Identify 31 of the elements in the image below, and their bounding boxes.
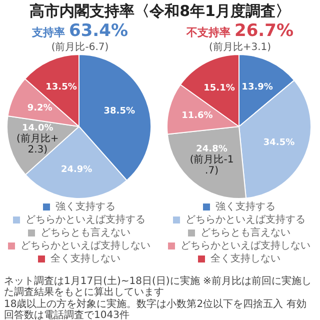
data-label: 13.9% [242,82,273,93]
data-label: 11.6% [182,110,213,121]
legend-label: 全く支持しない [50,252,120,265]
legend-label: 全く支持しない [210,252,280,265]
text: (前月比-6.7) [50,42,110,53]
text: 高市内閣支持率〈令和8年1月度調査〉 [28,1,292,22]
chart-subtitle: 26.7% [234,21,294,41]
text: (前月比-1.7) [190,154,234,177]
text: 18歳以上の方を対象に実施。数字は小数第2位以下を四捨五入 有効回答数は電話調査で1043件 [3,298,308,320]
legend-label: 強く支持する [56,200,116,213]
legend-label: どちらとも言えない [40,226,130,239]
legend-label: どちらかといえば支持しない [20,240,150,252]
data-label: 24.8% [196,144,228,154]
data-label: 9.2% [27,104,52,114]
text: ネット調査は1月17日(土)~18日(日)に実施 ※前月比は前回に実施した調査結果をもとに算出しています [3,275,312,298]
legend-label: どちらとも言えない [200,226,290,239]
data-label: 15.1% [204,83,235,94]
legend-label: 強く支持する [216,200,276,213]
data-label: 14.0% [22,123,54,134]
data-label: 34.5% [263,138,295,148]
legend-label: どちらかといえば支持しない [180,240,310,252]
legend-label: どちらかといえば支持する [186,214,306,226]
text: (前月比+3.1) [208,42,272,53]
legend-label: どちらかといえば支持する [26,214,146,226]
chart-title: 不支持率 [186,25,230,41]
data-label: 24.9% [60,164,92,175]
chart-title: 支持率 [32,25,65,41]
text: (前月比+2.3) [16,134,59,156]
chart-subtitle: 63.4% [69,21,128,41]
data-label: 38.5% [104,106,136,117]
data-label: 13.5% [46,82,77,92]
